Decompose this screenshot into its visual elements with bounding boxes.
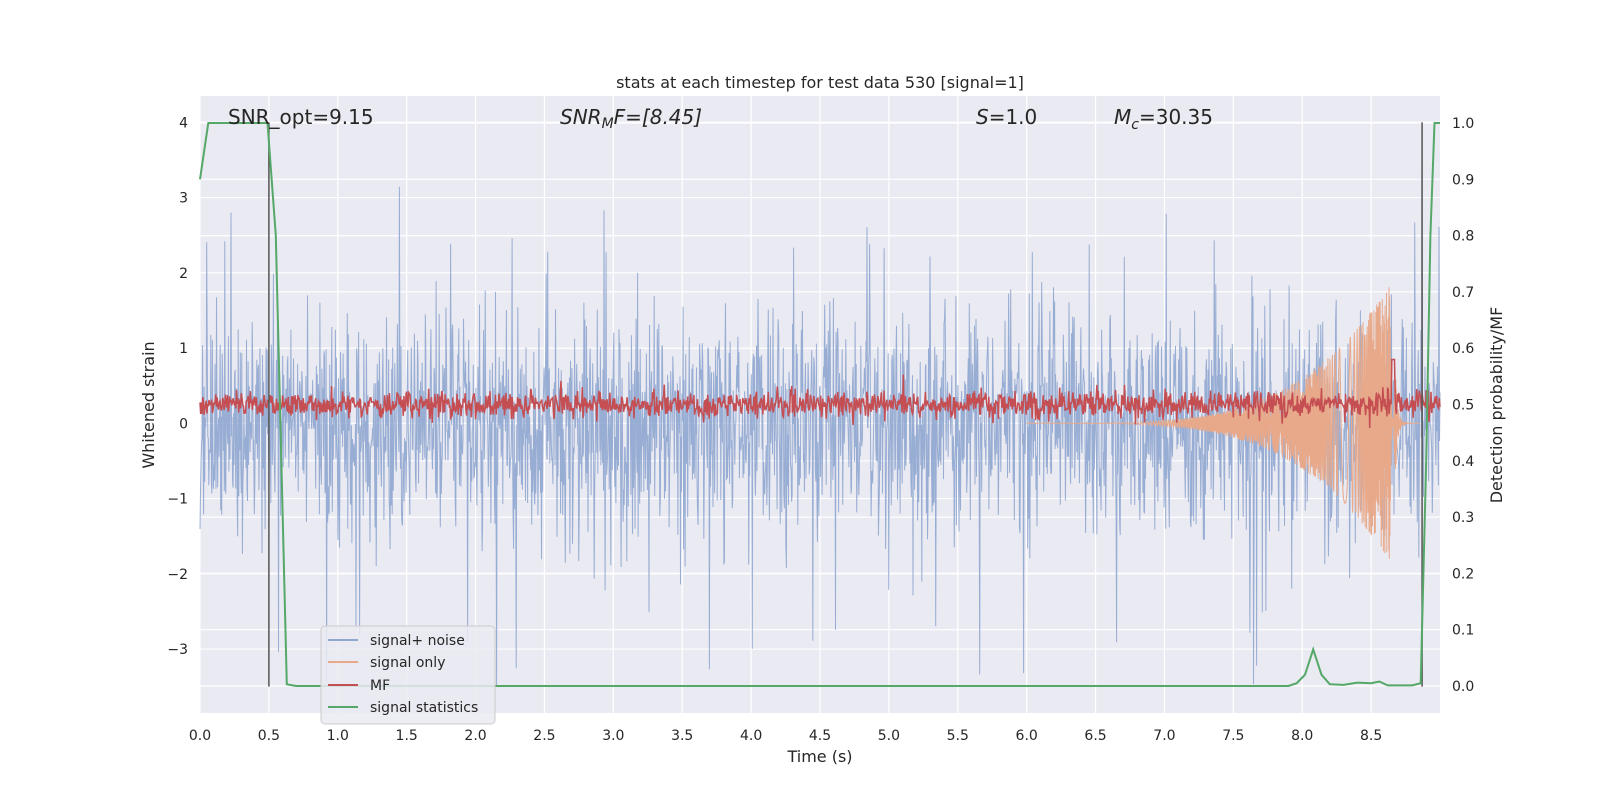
right-y-tick-label: 0.4 — [1452, 454, 1474, 470]
right-y-tick-label: 0.3 — [1452, 510, 1474, 526]
mf-line — [199, 358, 1441, 429]
left-y-tick-label: 1 — [179, 341, 188, 357]
x-axis-ticks: 0.0 0.5 1.0 1.5 2.0 2.5 3.0 3.5 4.0 4.5 5.0 5.5 6.0 6… — [189, 728, 1382, 744]
x-tick-label: 5.5 — [947, 728, 969, 744]
right-y-tick-label: 0.2 — [1452, 566, 1474, 582]
x-tick-label: 6.0 — [1016, 728, 1038, 744]
right-y-tick-label: 0.1 — [1452, 623, 1474, 639]
left-y-tick-label: 3 — [179, 191, 188, 207]
right-y-tick-label: 1.0 — [1452, 116, 1474, 132]
legend-label-mf: MF — [370, 678, 390, 694]
signal-only-line — [1026, 287, 1420, 559]
right-y-tick-label: 0.9 — [1452, 172, 1474, 188]
x-tick-label: 8.0 — [1291, 728, 1313, 744]
snr-mf-annotation: SNRMF=[8.45] — [560, 105, 702, 132]
right-y-tick-label: 0.8 — [1452, 229, 1474, 245]
s-annotation: S=1.0 — [976, 105, 1037, 129]
legend-box — [320, 625, 496, 725]
legend-label-signal-statistics: signal statistics — [370, 700, 478, 716]
right-y-tick-label: 0.6 — [1452, 341, 1474, 357]
x-tick-label: 5.0 — [878, 728, 900, 744]
x-axis-title: Time (s) — [786, 747, 852, 766]
legend: signal+ noise signal only MF signal stat… — [320, 625, 496, 725]
legend-label-signal-noise: signal+ noise — [370, 633, 465, 649]
right-y-axis-title: Detection probability/MF — [1487, 307, 1506, 504]
x-tick-label: 7.0 — [1153, 728, 1175, 744]
x-tick-label: 1.0 — [327, 728, 349, 744]
x-tick-label: 0.5 — [258, 728, 280, 744]
left-y-tick-label: 0 — [179, 416, 188, 432]
signal-only-series — [1026, 287, 1420, 559]
x-tick-label: 4.5 — [809, 728, 831, 744]
right-y-axis-ticks: 1.0 0.9 0.8 0.7 0.6 0.5 0.4 0.3 0.2 0.1 0.0 — [1452, 116, 1474, 695]
left-y-tick-label: −3 — [167, 642, 188, 658]
right-y-tick-label: 0.5 — [1452, 398, 1474, 414]
signal-statistics-series — [199, 122, 1440, 687]
x-tick-label: 8.5 — [1360, 728, 1382, 744]
x-tick-label: 7.5 — [1222, 728, 1244, 744]
x-tick-label: 3.5 — [671, 728, 693, 744]
left-y-tick-label: 4 — [179, 115, 188, 131]
left-y-axis-title: Whitened strain — [139, 341, 158, 468]
left-y-axis-ticks: 4 3 2 1 0 −1 −2 −3 — [167, 115, 188, 658]
signal-statistics-line — [199, 122, 1440, 687]
x-tick-label: 3.0 — [602, 728, 624, 744]
x-tick-label: 4.0 — [740, 728, 762, 744]
left-y-tick-label: 2 — [179, 266, 188, 282]
mf-series — [199, 358, 1441, 429]
chart-title: stats at each timestep for test data 530… — [616, 73, 1024, 92]
right-y-tick-label: 0.7 — [1452, 285, 1474, 301]
left-y-tick-label: −2 — [167, 567, 188, 583]
mc-annotation: Mc=30.35 — [1114, 105, 1213, 133]
legend-label-signal-only: signal only — [370, 655, 445, 671]
x-tick-label: 2.5 — [533, 728, 555, 744]
x-tick-label: 0.0 — [189, 728, 211, 744]
right-y-tick-label: 0.0 — [1452, 679, 1474, 695]
x-tick-label: 1.5 — [396, 728, 418, 744]
left-y-tick-label: −1 — [167, 492, 188, 508]
snr-opt-annotation: SNR_opt=9.15 — [228, 105, 374, 129]
x-tick-label: 6.5 — [1084, 728, 1106, 744]
x-tick-label: 2.0 — [464, 728, 486, 744]
